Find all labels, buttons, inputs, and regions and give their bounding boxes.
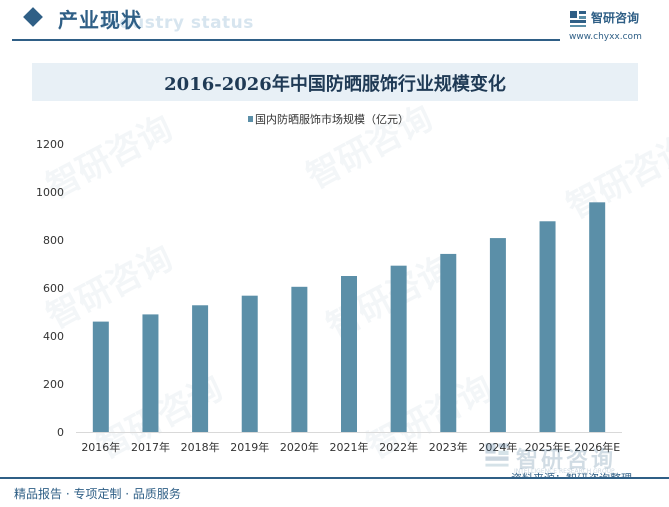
bar-chart: 0 200 400 600 800 1000 1200 2016年 2017年 2018年 2019… bbox=[36, 138, 622, 454]
y-tick-label: 400 bbox=[43, 330, 64, 343]
y-tick-label: 800 bbox=[43, 234, 64, 247]
x-tick-label: 2023年 bbox=[429, 440, 468, 454]
y-tick-label: 0 bbox=[57, 426, 64, 439]
page-footer: 精品报告 · 专项定制 · 品质服务 bbox=[0, 477, 669, 507]
y-tick-label: 600 bbox=[43, 282, 64, 295]
bar bbox=[142, 314, 159, 432]
x-tick-label: 2019年 bbox=[230, 440, 269, 454]
bar bbox=[440, 253, 457, 432]
chart-legend: 国内防晒服饰市场规模（亿元） bbox=[0, 111, 669, 127]
x-tick-label: 2016年 bbox=[81, 440, 120, 454]
bar bbox=[241, 295, 258, 432]
y-tick-label: 200 bbox=[43, 378, 64, 391]
chart-title-band: 2016-2026年中国防晒服饰行业规模变化 bbox=[32, 63, 638, 101]
footer-watermark: 智研咨询 INTELLIGENCE RESEARCH GROUP bbox=[484, 442, 654, 475]
brand-block: 智研咨询 www.chyxx.com bbox=[569, 9, 665, 43]
x-tick-label: 2026年E bbox=[574, 440, 620, 454]
bar bbox=[92, 321, 109, 432]
legend-label: 国内防晒服饰市场规模（亿元） bbox=[255, 113, 409, 126]
brand-name: 智研咨询 bbox=[591, 11, 640, 25]
x-tick-label: 2025年E bbox=[525, 440, 571, 454]
x-tick-label: 2024年 bbox=[478, 440, 517, 454]
x-tick-label: 2017年 bbox=[131, 440, 170, 454]
bar bbox=[539, 221, 556, 432]
bar bbox=[489, 238, 506, 432]
bar bbox=[589, 202, 606, 432]
zhiyan-logo-icon bbox=[485, 443, 509, 467]
section-header: Industry status 产业现状 智研咨询 www.chyxx.com bbox=[0, 0, 669, 48]
x-tick-label: 2020年 bbox=[280, 440, 319, 454]
watermark-sub-text: INTELLIGENCE RESEARCH GROUP bbox=[514, 468, 615, 475]
x-tick-label: 2021年 bbox=[330, 440, 369, 454]
x-tick-label: 2022年 bbox=[379, 440, 418, 454]
brand-url: www.chyxx.com bbox=[569, 32, 642, 42]
bar bbox=[192, 305, 209, 432]
section-title-english: Industry status bbox=[100, 13, 254, 33]
section-title: 产业现状 bbox=[58, 8, 142, 32]
header-divider bbox=[12, 39, 560, 41]
footer-tagline: 精品报告 · 专项定制 · 品质服务 bbox=[14, 487, 181, 501]
y-tick-label: 1200 bbox=[36, 138, 64, 151]
chart-title: 2016-2026年中国防晒服饰行业规模变化 bbox=[164, 74, 506, 95]
bar bbox=[390, 265, 407, 432]
y-tick-label: 1000 bbox=[36, 186, 64, 199]
bar bbox=[291, 286, 308, 432]
legend-swatch bbox=[248, 116, 253, 122]
watermark-brand-text: 智研咨询 bbox=[516, 448, 617, 473]
bar bbox=[341, 276, 357, 432]
x-tick-label: 2018年 bbox=[181, 440, 220, 454]
zhiyan-logo-icon bbox=[570, 11, 586, 27]
